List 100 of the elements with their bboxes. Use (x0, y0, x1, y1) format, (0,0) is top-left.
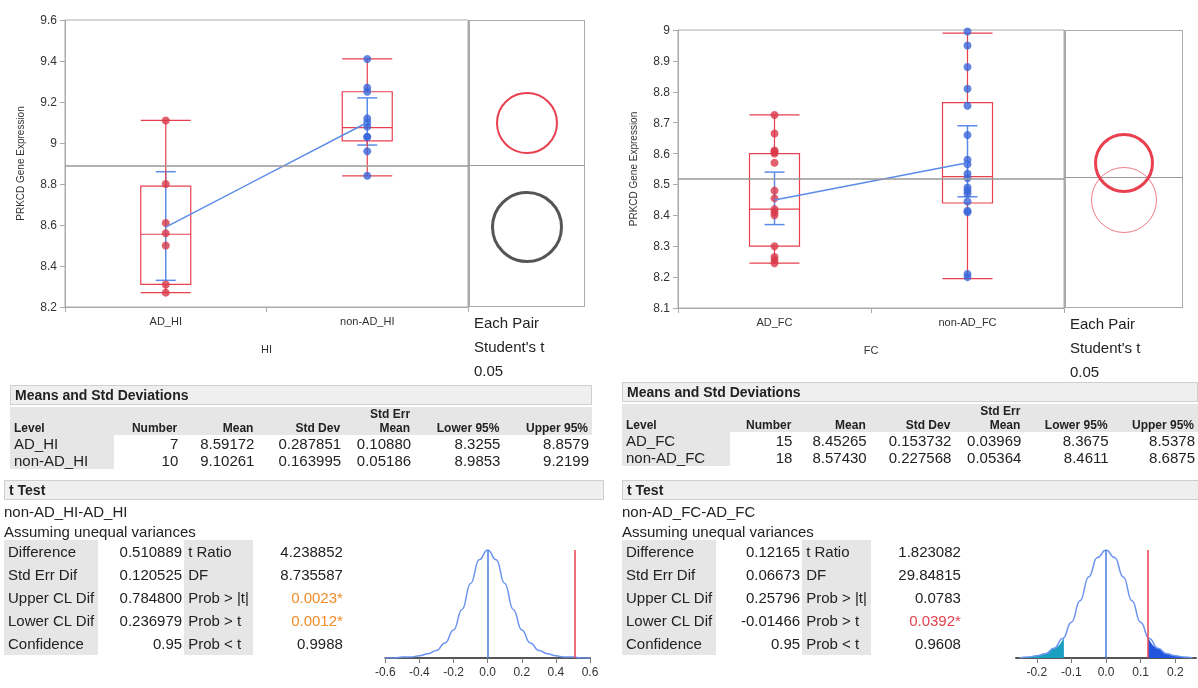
category-label: Prob > t (806, 612, 860, 629)
text: AD_FC (622, 432, 730, 449)
data-label: 0.163995 (277, 452, 343, 469)
category-label: Prob < t (188, 635, 242, 652)
category-label: DF (188, 566, 209, 583)
data-label: 0.0023* (290, 588, 344, 608)
data-label: 0.9988 (296, 634, 344, 654)
data-label: 10 (160, 452, 180, 469)
y-tick-label: 8.2 (653, 270, 671, 285)
category-label: Number (113, 407, 182, 435)
x-axis-title: FC (863, 343, 879, 356)
data-label: 0.10880 (355, 435, 413, 452)
y-tick-label: 8.3 (653, 239, 671, 254)
x-tick-label: 0.6 (581, 665, 599, 679)
data-label: 0.0392* (908, 611, 962, 631)
data-label: 0.9608 (914, 634, 962, 654)
data-label: 0.03969 (966, 432, 1023, 449)
data-label: 8.5378 (1148, 432, 1196, 449)
category-label: Upper CL Dif (4, 586, 99, 609)
text: non-AD_FC-AD_FC (622, 503, 757, 520)
y-axis-title: PRKCD Gene Expression (627, 111, 639, 227)
category-label: Std Err Dif (622, 563, 717, 586)
category-label: Lower CL Dif (4, 609, 99, 632)
category-label: Confidence (622, 632, 717, 655)
category-label: Difference (4, 540, 99, 563)
text: non-AD_HI-AD_HI (4, 503, 129, 520)
x-tick-label: 0.0 (479, 665, 497, 679)
category-label: t Ratio (188, 543, 232, 560)
data-label: 0.153732 (887, 432, 953, 449)
x-tick-label: non-AD_FC (938, 315, 997, 328)
data-label: 0.236979 (118, 611, 184, 631)
data-label: -0.01466 (739, 611, 802, 631)
category-label: Lower 95% (414, 407, 504, 435)
text: Each Pair Student's t 0.05 (474, 313, 546, 381)
data-label: 8.4611 (1062, 449, 1110, 466)
data-label: 8.59172 (199, 435, 256, 452)
y-tick-label: 8.7 (653, 115, 671, 130)
data-label: 8.57430 (811, 449, 868, 466)
data-label: 0.784800 (118, 588, 184, 608)
y-axis-title: PRKCD Gene Expression (14, 106, 26, 221)
category-label: Std Dev (869, 404, 955, 432)
data-label: 15 (774, 432, 794, 449)
category-label: t Ratio (806, 543, 850, 560)
y-tick-label: 8.4 (653, 208, 671, 223)
y-tick-label: 9.2 (40, 95, 58, 109)
category-label: Upper 95% (1111, 404, 1198, 432)
x-tick-label: -0.2 (443, 665, 465, 679)
category-label: Prob > |t| (806, 589, 867, 606)
text: non-AD_FC (622, 449, 730, 466)
text: Each Pair Student's t 0.05 (1070, 314, 1142, 382)
data-label: 0.0783 (914, 588, 962, 608)
category-label: Upper 95% (503, 407, 592, 435)
y-tick-label: 8.6 (40, 218, 58, 232)
x-tick-label: -0.4 (409, 665, 431, 679)
data-label: 7 (168, 435, 180, 452)
text: Means and Std Deviations (10, 385, 592, 405)
x-tick-label: 0.1 (1132, 665, 1150, 679)
y-tick-label: 8.9 (653, 53, 671, 68)
text: AD_HI (10, 435, 114, 452)
data-label: 0.227568 (887, 449, 953, 466)
data-label: 8.8579 (542, 435, 590, 452)
y-tick-label: 9 (663, 23, 671, 37)
category-label: Number (729, 404, 796, 432)
x-tick-label: -0.6 (375, 665, 396, 679)
text: t Test (4, 480, 604, 500)
category-label: Confidence (4, 632, 99, 655)
data-label: 0.120525 (118, 565, 184, 585)
x-tick-label: 0.2 (513, 665, 531, 679)
y-tick-label: 8.6 (653, 146, 671, 161)
data-label: 29.84815 (897, 565, 962, 585)
data-label: 0.05364 (966, 449, 1023, 466)
data-label: 8.45265 (811, 432, 868, 449)
y-tick-label: 8.5 (653, 177, 671, 192)
data-label: 4.238852 (279, 542, 344, 562)
text: Means and Std Deviations (622, 382, 1198, 402)
data-label: 1.823082 (897, 542, 962, 562)
category-label: Prob < t (806, 635, 860, 652)
data-label: 8.735587 (279, 565, 344, 585)
data-label: 0.12165 (744, 542, 802, 562)
data-label: 0.0012* (290, 611, 344, 631)
category-label: Std Err Mean (954, 404, 1025, 432)
text: non-AD_HI (10, 452, 114, 469)
data-label: 0.06673 (744, 565, 802, 585)
data-label: 0.25796 (744, 588, 802, 608)
data-label: 9.10261 (199, 452, 256, 469)
category-label: Upper CL Dif (622, 586, 717, 609)
x-tick-label: -0.2 (1026, 665, 1048, 679)
category-label: Prob > t (188, 612, 242, 629)
legend-title: Level (10, 407, 114, 435)
x-tick-label: 0.2 (1166, 665, 1184, 679)
data-label: 0.05186 (355, 452, 413, 469)
data-label: 0.95 (769, 634, 802, 654)
y-tick-label: 8.8 (653, 84, 671, 99)
data-label: 8.9853 (453, 452, 502, 469)
data-label: 0.287851 (277, 435, 343, 452)
text: Assuming unequal variances (622, 523, 815, 540)
data-label: 18 (774, 449, 794, 466)
data-label: 8.3255 (453, 435, 502, 452)
y-tick-label: 8.4 (40, 259, 58, 273)
category-label: Lower CL Dif (622, 609, 717, 632)
